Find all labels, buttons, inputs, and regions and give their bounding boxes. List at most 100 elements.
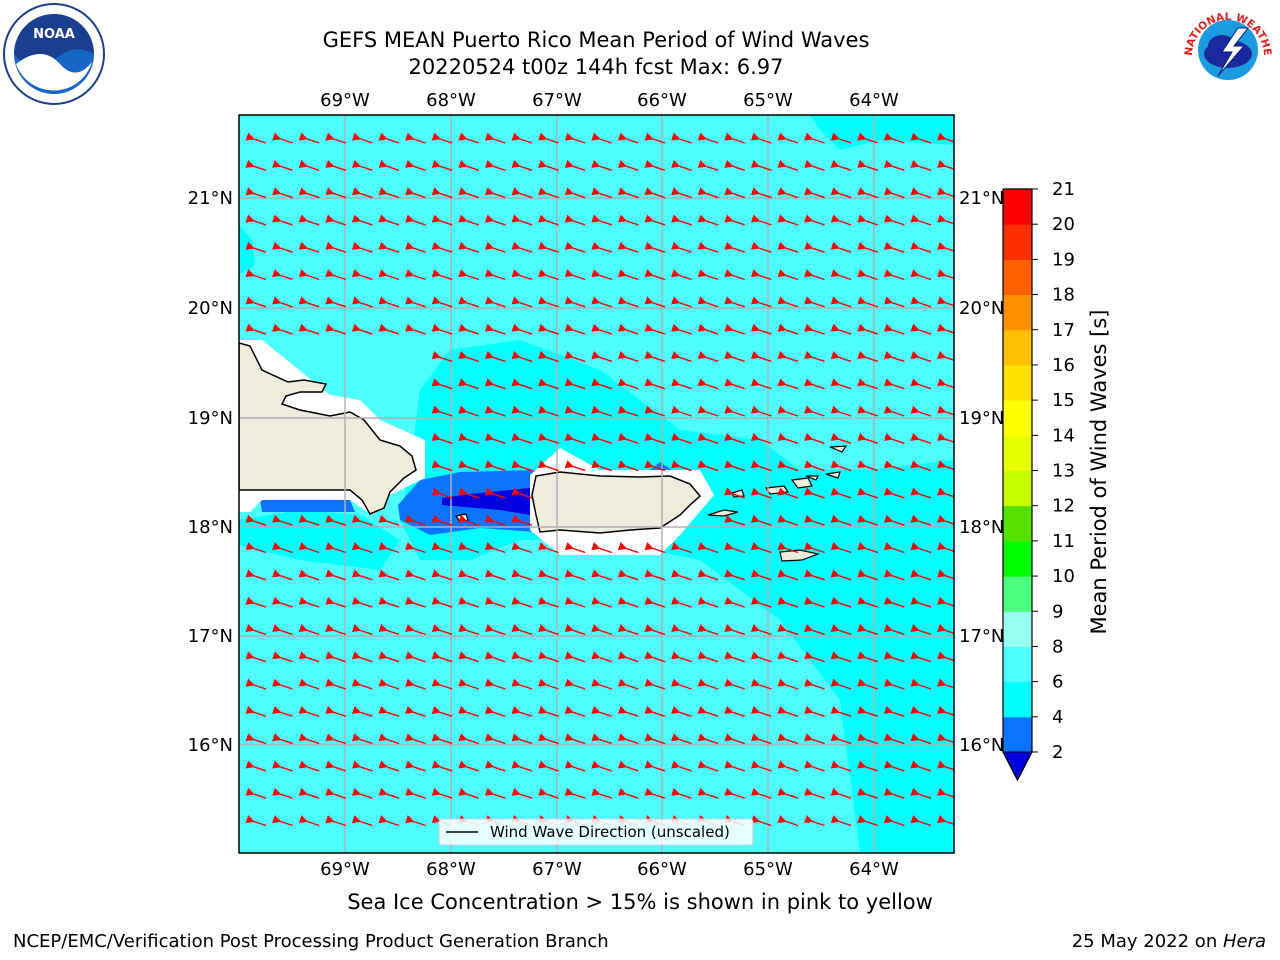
wind-arrow [405, 296, 426, 308]
wind-arrow [883, 678, 905, 690]
wind-arrow [857, 214, 879, 226]
wind-arrow [591, 760, 613, 772]
wind-arrow [830, 705, 852, 717]
wind-arrow [830, 378, 852, 390]
wind-arrow [245, 705, 267, 717]
wind-arrow [325, 159, 347, 171]
wind-arrow [298, 269, 320, 281]
wind-arrow [458, 596, 480, 608]
wind-arrow [804, 542, 825, 554]
wind-arrow [883, 787, 905, 799]
wind-arrow [804, 323, 825, 335]
wind-arrow [272, 323, 293, 335]
wind-arrow [777, 487, 799, 499]
wind-arrow [484, 678, 506, 690]
wind-arrow [617, 432, 639, 444]
colorbar-segment [1003, 540, 1032, 577]
wind-arrow [750, 678, 772, 690]
legend-label: Wind Wave Direction (unscaled) [490, 823, 730, 841]
colorbar-segment [1003, 611, 1032, 647]
wind-arrow [937, 241, 954, 252]
wind-arrow [591, 432, 613, 444]
wind-arrow [750, 651, 772, 663]
lon-ticks-bottom: 69°W 68°W 67°W 66°W 65°W 64°W [320, 859, 899, 880]
lon-tick-label: 64°W [849, 859, 899, 880]
wind-arrow [671, 241, 692, 253]
wind-arrow [484, 705, 506, 717]
wind-arrow [617, 705, 639, 717]
wind-arrow [245, 296, 267, 308]
wind-arrow [883, 214, 905, 226]
colorbar-segment [1003, 646, 1032, 683]
wind-arrow [538, 241, 559, 253]
wind-arrow [671, 187, 692, 199]
wind-arrow [910, 569, 932, 581]
wind-arrow [697, 159, 719, 171]
wind-arrow [777, 569, 799, 581]
wind-arrow [431, 624, 453, 636]
wind-arrow [804, 487, 825, 499]
wind-arrow [538, 624, 559, 636]
wind-arrow [511, 132, 533, 144]
wind-arrow [644, 323, 666, 335]
wind-arrow [857, 351, 879, 363]
wind-arrow [750, 187, 772, 199]
wind-arrow [538, 214, 559, 226]
wind-arrow [405, 569, 426, 581]
wind-arrow [564, 705, 586, 717]
wind-arrow [750, 159, 772, 171]
wind-arrow [937, 132, 954, 143]
wind-arrow [458, 487, 480, 499]
lon-tick-label: 67°W [532, 90, 582, 111]
wind-arrow [431, 187, 453, 199]
wind-arrow [538, 460, 559, 472]
wind-arrow [857, 787, 879, 799]
island-virgin [731, 471, 841, 498]
wind-arrow [511, 269, 533, 281]
wind-arrow [883, 241, 905, 253]
wind-arrow [378, 187, 400, 199]
wind-arrow [272, 787, 293, 799]
wind-arrow [405, 705, 426, 717]
wind-arrow [830, 460, 852, 472]
wind-arrow [777, 323, 799, 335]
wind-arrow [378, 760, 400, 772]
wind-arrow [564, 378, 586, 390]
wind-arrow [671, 351, 692, 363]
wind-arrow [617, 569, 639, 581]
wind-arrow [830, 432, 852, 444]
wind-arrow [724, 241, 746, 253]
wind-arrow [378, 678, 400, 690]
wind-arrow [857, 733, 879, 745]
wind-arrow [511, 760, 533, 772]
wind-arrow [405, 624, 426, 636]
wind-arrow [804, 405, 825, 417]
wind-arrow [431, 378, 453, 390]
wind-arrow [484, 487, 506, 499]
wind-arrow [405, 760, 426, 772]
wind-arrow [830, 487, 852, 499]
wind-arrow [857, 323, 879, 335]
wind-arrow [591, 460, 613, 472]
wind-arrow [777, 132, 799, 144]
chart-title: GEFS MEAN Puerto Rico Mean Period of Win… [322, 28, 870, 52]
wind-arrow [245, 542, 267, 554]
wind-arrow [351, 241, 373, 253]
wind-arrow [431, 269, 453, 281]
wind-arrow [724, 132, 746, 144]
wind-arrow [378, 815, 400, 827]
wind-arrow [644, 432, 666, 444]
wind-arrow [591, 159, 613, 171]
wind-arrow [724, 269, 746, 281]
wind-arrow [591, 651, 613, 663]
wind-arrow [378, 296, 400, 308]
wind-arrow [325, 241, 347, 253]
wind-arrow [937, 733, 954, 744]
wind-arrow [750, 514, 772, 526]
wind-arrow [272, 132, 293, 144]
wind-arrow [910, 651, 932, 663]
wind-arrow [564, 351, 586, 363]
wind-arrow [272, 705, 293, 717]
wind-arrow [564, 241, 586, 253]
wind-arrow [777, 351, 799, 363]
